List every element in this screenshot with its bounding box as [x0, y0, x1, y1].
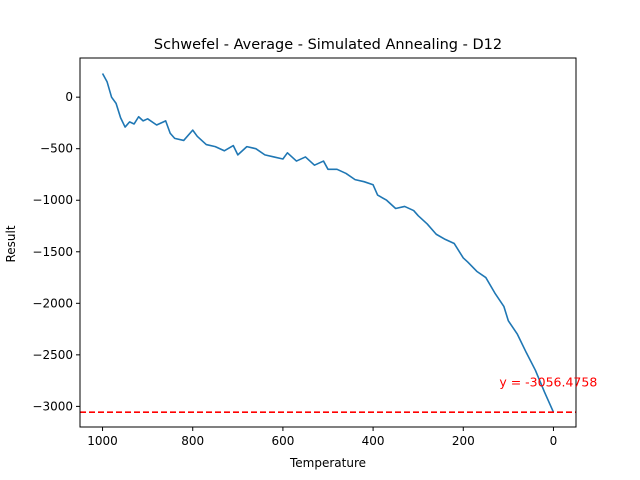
x-tick-label: 0: [550, 434, 558, 448]
annotation-label: y = -3056.4758: [499, 375, 597, 390]
y-tick-label: −1000: [32, 193, 73, 207]
chart-title: Schwefel - Average - Simulated Annealing…: [154, 37, 502, 53]
x-tick-label: 400: [362, 434, 385, 448]
y-tick-label: −2000: [32, 296, 73, 310]
y-tick-label: 0: [65, 90, 73, 104]
plot-frame: [79, 57, 577, 428]
axis-ticks: 1000 800 600 400 200 0 0 −500 −1000 −1500 −2000 −25…: [32, 90, 557, 448]
x-tick-label: 1000: [87, 434, 118, 448]
y-tick-label: −3000: [32, 399, 73, 413]
series-line-0: [101, 73, 555, 413]
x-tick-label: 800: [181, 434, 204, 448]
y-tick-label: −500: [40, 142, 73, 156]
y-tick-label: −2500: [32, 348, 73, 362]
y-tick-label: −1500: [32, 245, 73, 259]
x-axis-label: Temperature: [289, 456, 366, 470]
x-tick-label: 200: [452, 434, 475, 448]
x-tick-label: 600: [271, 434, 294, 448]
y-axis-label: Result: [4, 225, 18, 262]
plot-area: [80, 73, 576, 414]
